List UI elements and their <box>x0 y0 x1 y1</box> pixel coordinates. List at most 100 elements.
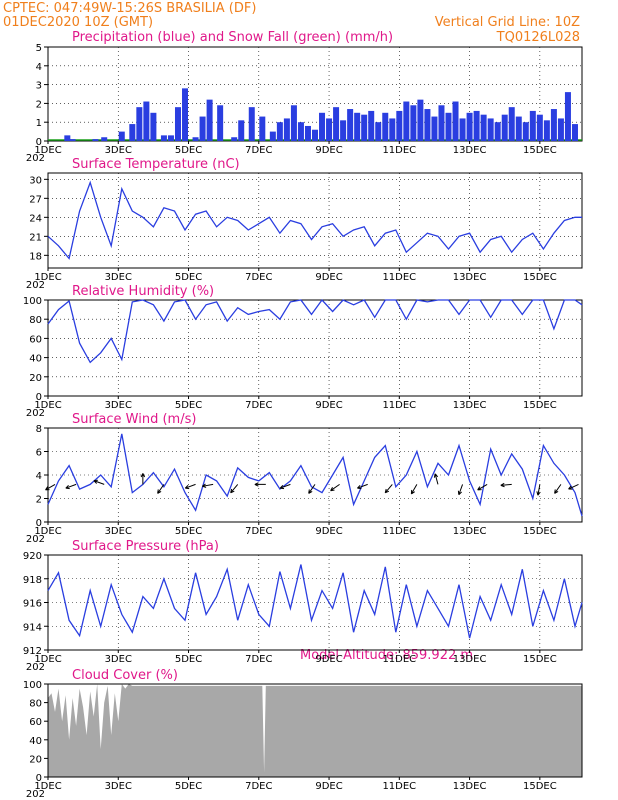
x-tick-label: 1DEC <box>34 526 61 537</box>
precip-bar <box>333 107 340 141</box>
precip-bar <box>522 122 529 141</box>
x-tick-label: 5DEC <box>175 400 202 411</box>
year-label: 202 <box>26 534 45 545</box>
precip-bar <box>424 109 431 141</box>
model-altitude: Model Altitude: 859.922 m <box>300 648 473 663</box>
x-tick-label: 11DEC <box>382 781 416 792</box>
panel-wind: 0 2 4 6 8 1DEC 3DEC 5DEC 7DEC 9DEC 11DEC 13DEC 15DEC… <box>26 412 583 545</box>
precip-bar <box>206 99 213 141</box>
precip-bar <box>269 131 276 141</box>
precip-bar <box>92 139 99 141</box>
wind-arrow <box>457 484 464 496</box>
wind-arrow <box>157 484 165 494</box>
precip-bar <box>501 114 508 141</box>
precip-bar <box>410 105 417 141</box>
wind-arrow <box>330 483 340 492</box>
precip-bar <box>571 124 578 141</box>
precip-bar <box>319 112 326 141</box>
panel-title: Surface Pressure (hPa) <box>72 539 219 554</box>
x-tick-label: 1DEC <box>34 781 61 792</box>
panel-title: Surface Temperature (nC) <box>72 157 240 172</box>
grid-note: Vertical Grid Line: 10Z <box>435 15 580 30</box>
wind-arrow <box>184 483 196 490</box>
precip-bar <box>452 101 459 141</box>
wind-arrow <box>477 483 488 491</box>
y-tick-label: 40 <box>29 736 42 747</box>
precip-bar <box>417 99 424 141</box>
precip-bar <box>389 118 396 141</box>
precip-bar <box>199 116 206 141</box>
precip-bar <box>182 88 189 141</box>
y-tick-label: 60 <box>29 717 42 728</box>
year-label: 202 <box>26 662 45 673</box>
wind-arrow <box>568 483 579 490</box>
x-tick-label: 13DEC <box>453 272 487 283</box>
x-tick-label: 11DEC <box>382 145 416 156</box>
precip-bar <box>536 114 543 141</box>
precip-bar <box>368 110 375 141</box>
wind-arrow <box>45 483 56 491</box>
wind-arrow <box>140 473 146 485</box>
x-tick-label: 13DEC <box>453 654 487 665</box>
precip-bar <box>248 107 255 141</box>
y-tick-label: 21 <box>29 232 42 243</box>
precip-bar <box>445 112 452 141</box>
y-tick-label: 0 <box>36 518 42 529</box>
precip-bar <box>160 135 167 141</box>
precip-bar <box>340 120 347 141</box>
precip-bar <box>396 110 403 141</box>
panel-pressure: 912 914 916 918 920 1DEC 3DEC 5DEC 7DEC 9DEC 11DEC… <box>23 539 583 673</box>
y-tick-label: 912 <box>23 646 42 657</box>
precip-bar <box>459 118 466 141</box>
wind-arrow <box>410 484 418 495</box>
precip-bar <box>290 105 297 141</box>
y-tick-label: 20 <box>29 373 42 384</box>
precip-bar <box>238 120 245 141</box>
x-tick-label: 7DEC <box>245 654 272 665</box>
precip-bar <box>480 114 487 141</box>
y-tick-label: 100 <box>23 680 42 691</box>
precip-bar <box>217 105 224 141</box>
y-tick-label: 27 <box>29 194 42 205</box>
wind-arrow <box>254 482 266 487</box>
precip-bar <box>487 118 494 141</box>
x-tick-label: 3DEC <box>105 145 132 156</box>
y-tick-label: 920 <box>23 551 42 562</box>
precip-bar <box>297 122 304 141</box>
precip-bar <box>403 101 410 141</box>
x-tick-label: 5DEC <box>175 781 202 792</box>
precip-bar <box>550 109 557 141</box>
precip-bar <box>167 135 174 141</box>
series-line-temp <box>47 180 582 260</box>
run-id: TQ0126L028 <box>496 30 580 45</box>
precip-bar <box>473 110 480 141</box>
x-tick-label: 15DEC <box>523 145 557 156</box>
y-tick-label: 0 <box>36 392 42 403</box>
precip-bar <box>375 122 382 141</box>
wind-arrow <box>433 473 439 485</box>
x-tick-label: 11DEC <box>382 526 416 537</box>
y-tick-label: 80 <box>29 699 42 710</box>
precip-bar <box>529 110 536 141</box>
x-tick-label: 3DEC <box>105 654 132 665</box>
precip-bar <box>494 122 501 141</box>
precip-bar <box>259 116 266 141</box>
y-tick-label: 100 <box>23 296 42 307</box>
precip-bar <box>192 137 199 141</box>
y-tick-label: 5 <box>36 43 42 54</box>
x-tick-label: 13DEC <box>453 781 487 792</box>
year-label: 202 <box>26 153 45 164</box>
y-tick-label: 8 <box>36 424 42 435</box>
y-tick-label: 914 <box>23 622 42 633</box>
year-label: 202 <box>26 408 45 419</box>
wind-arrow <box>357 483 368 490</box>
x-tick-label: 5DEC <box>175 145 202 156</box>
x-tick-label: 3DEC <box>105 400 132 411</box>
precip-bar <box>276 122 283 141</box>
panel-temp: 18 21 24 27 30 1DEC 3DEC 5DEC 7DEC 9DEC 11DEC 13DEC… <box>26 157 583 291</box>
wind-arrow <box>536 484 541 496</box>
x-tick-label: 15DEC <box>523 781 557 792</box>
precip-bar <box>118 131 125 141</box>
panel-title: Surface Wind (m/s) <box>72 412 196 427</box>
panel-title: Cloud Cover (%) <box>72 668 178 683</box>
